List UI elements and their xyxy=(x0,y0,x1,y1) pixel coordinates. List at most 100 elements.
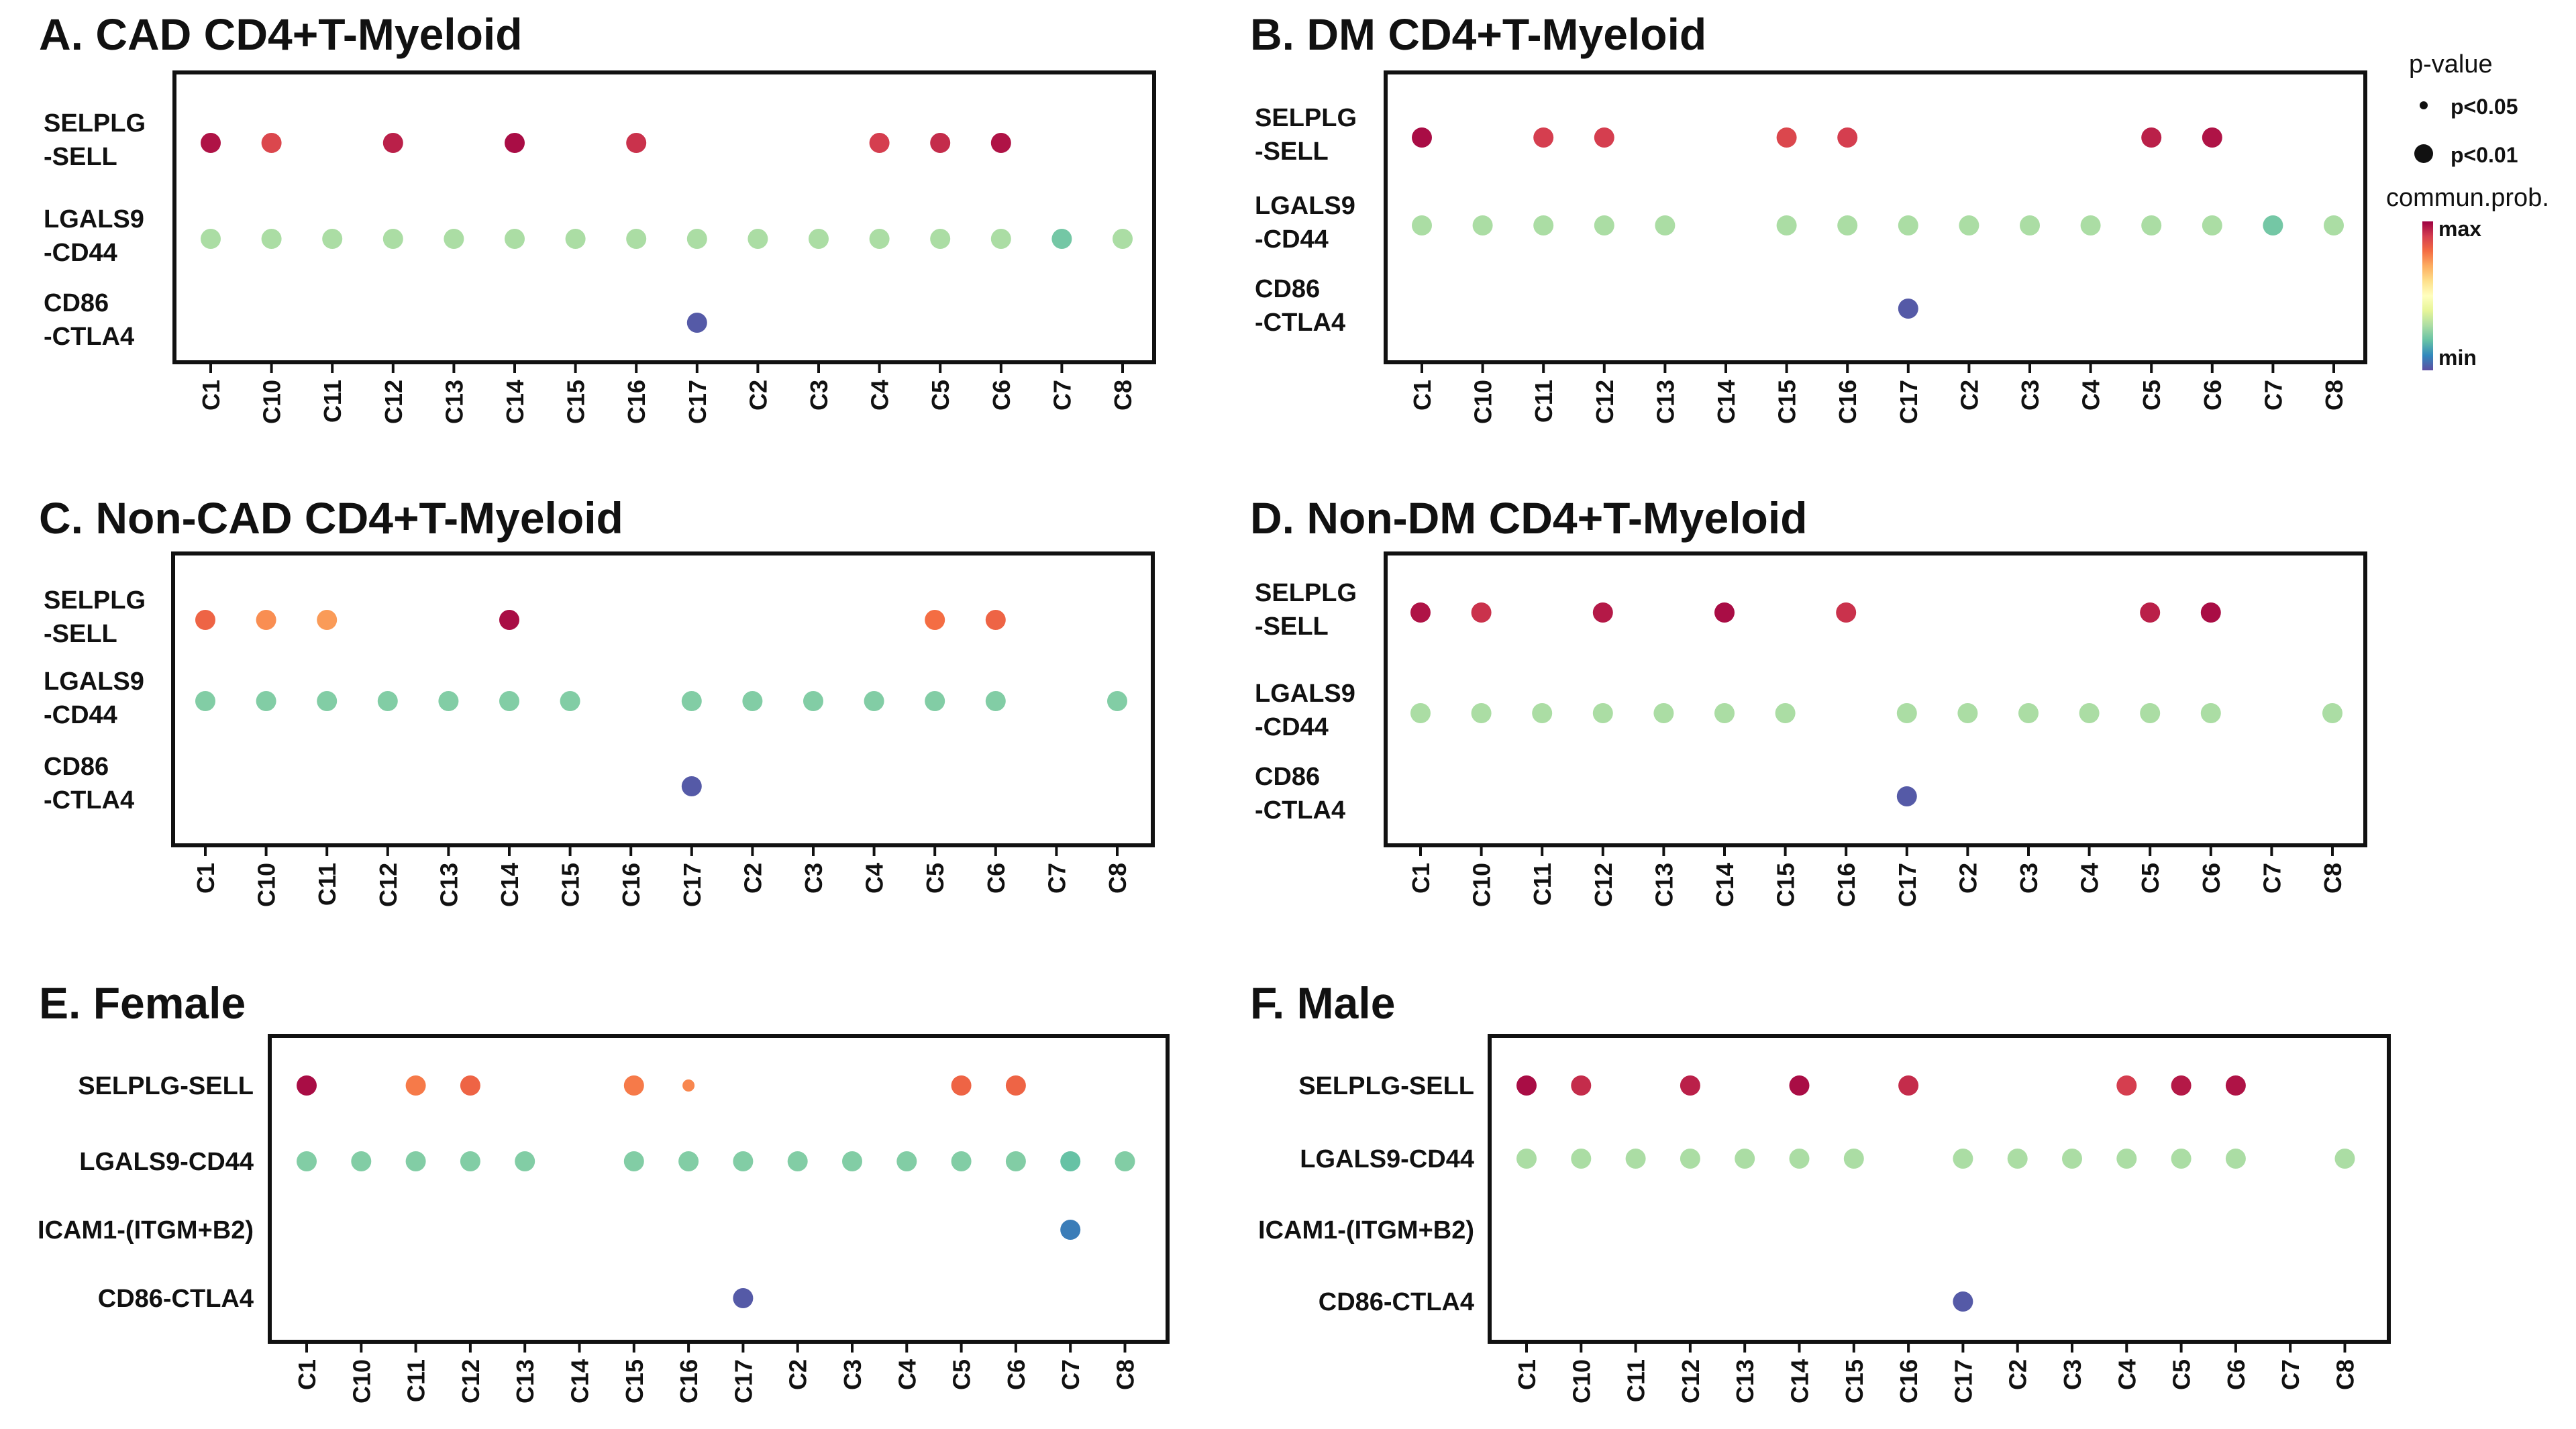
x-tick-label: C2 xyxy=(739,863,766,894)
data-point xyxy=(1653,703,1674,723)
data-point xyxy=(733,1288,754,1308)
y-row-label: LGALS9-CD44 xyxy=(44,205,144,267)
data-point xyxy=(1898,215,1918,235)
y-row-label: CD86-CTLA4 xyxy=(1255,763,1345,825)
x-tick-label: C10 xyxy=(1468,863,1496,907)
data-point xyxy=(681,691,702,711)
data-point xyxy=(842,1151,862,1171)
data-point xyxy=(201,229,221,249)
data-point xyxy=(195,610,215,630)
x-tick-label: C15 xyxy=(1773,380,1801,424)
data-point xyxy=(1655,215,1676,235)
data-point xyxy=(1680,1149,1700,1169)
data-point xyxy=(930,133,951,153)
data-point xyxy=(1533,215,1554,235)
data-point xyxy=(925,691,945,711)
x-tick-label: C7 xyxy=(1057,1359,1084,1390)
data-point xyxy=(1592,703,1613,723)
x-tick-label: C14 xyxy=(566,1359,594,1404)
data-point xyxy=(1594,127,1614,148)
data-point xyxy=(460,1151,480,1171)
data-point xyxy=(2140,602,2161,623)
x-tick-label: C10 xyxy=(348,1359,375,1404)
plot-frame xyxy=(172,70,1156,364)
data-point xyxy=(1898,1075,1919,1096)
panel-c: C. Non-CAD CD4+T-Myeloid C1 C10 C11 C12 C13 C1… xyxy=(39,493,1155,907)
data-point xyxy=(460,1075,480,1096)
data-point xyxy=(1516,1149,1537,1169)
data-point xyxy=(2202,215,2222,235)
data-point xyxy=(925,610,945,630)
y-row-label: LGALS9-CD44 xyxy=(44,668,144,729)
data-point xyxy=(438,691,459,711)
x-tick-label: C2 xyxy=(1955,380,1983,411)
x-tick-label: C14 xyxy=(1712,380,1740,424)
data-point xyxy=(1005,1075,1026,1096)
data-point xyxy=(405,1151,426,1171)
data-point xyxy=(256,610,276,630)
data-point xyxy=(1471,602,1492,623)
data-point xyxy=(2007,1149,2028,1169)
panel-d: D. Non-DM CD4+T-Myeloid C1 C10 C11 C12 C13 C14… xyxy=(1250,493,2367,907)
x-tick-label: C2 xyxy=(744,380,772,411)
data-point xyxy=(1115,1151,1135,1171)
x-tick-label: C4 xyxy=(2077,380,2105,411)
x-tick-label: C10 xyxy=(253,863,280,907)
data-point xyxy=(864,691,884,711)
x-tick-label: C4 xyxy=(2113,1359,2141,1390)
x-tick-label: C17 xyxy=(1949,1359,1977,1404)
data-point xyxy=(2200,602,2221,623)
x-tick-label: C8 xyxy=(2332,1359,2359,1390)
data-point xyxy=(2334,1149,2355,1169)
x-tick-label: C16 xyxy=(1895,1359,1922,1404)
data-point xyxy=(2020,215,2040,235)
x-tick-label: C13 xyxy=(1650,863,1678,907)
data-point xyxy=(1957,703,1978,723)
x-tick-label: C6 xyxy=(982,863,1010,894)
data-point xyxy=(1051,229,1072,249)
plot-frame xyxy=(268,1034,1170,1344)
data-point xyxy=(499,691,519,711)
y-row-label: LGALS9-CD44 xyxy=(79,1148,254,1176)
pvalue-legend-title: p-value xyxy=(2409,50,2493,78)
data-point xyxy=(2079,703,2100,723)
data-point xyxy=(1953,1149,1973,1169)
data-point xyxy=(261,133,282,153)
data-point xyxy=(985,691,1006,711)
y-row-label: ICAM1-(ITGM+B2) xyxy=(1258,1216,1474,1245)
x-tick-label: C5 xyxy=(2136,863,2164,894)
x-tick-label: C7 xyxy=(2258,863,2285,894)
data-point xyxy=(681,776,702,796)
x-tick-label: C13 xyxy=(440,380,468,424)
x-tick-label: C3 xyxy=(805,380,833,411)
data-point xyxy=(1959,215,1979,235)
data-point xyxy=(1789,1075,1810,1096)
x-tick-label: C8 xyxy=(2319,863,2347,894)
data-point xyxy=(1571,1075,1592,1096)
x-tick-label: C5 xyxy=(921,863,949,894)
data-point xyxy=(1107,691,1127,711)
y-row-label: CD86-CTLA4 xyxy=(1255,275,1345,337)
x-tick-label: C13 xyxy=(1731,1359,1759,1404)
data-point xyxy=(195,691,215,711)
x-tick-label: C2 xyxy=(784,1359,812,1390)
data-point xyxy=(1471,703,1492,723)
x-tick-label: C14 xyxy=(501,380,529,424)
data-point xyxy=(2116,1149,2137,1169)
x-tick-label: C6 xyxy=(2198,863,2225,894)
x-tick-label: C6 xyxy=(988,380,1015,411)
data-point xyxy=(2140,703,2161,723)
panel-title: A. CAD CD4+T-Myeloid xyxy=(39,9,523,59)
data-point xyxy=(1571,1149,1592,1169)
x-tick-label: C8 xyxy=(1112,1359,1139,1390)
x-tick-label: C11 xyxy=(1622,1359,1650,1402)
data-point xyxy=(1836,602,1857,623)
x-tick-label: C5 xyxy=(948,1359,976,1390)
x-tick-label: C11 xyxy=(313,863,341,906)
data-point xyxy=(499,610,519,630)
x-tick-label: C13 xyxy=(435,863,462,907)
x-tick-label: C15 xyxy=(1841,1359,1868,1404)
plot-frame xyxy=(1384,551,2367,847)
x-tick-label: C7 xyxy=(2259,380,2287,411)
prob-legend-title: commun.prob. xyxy=(2386,184,2549,212)
